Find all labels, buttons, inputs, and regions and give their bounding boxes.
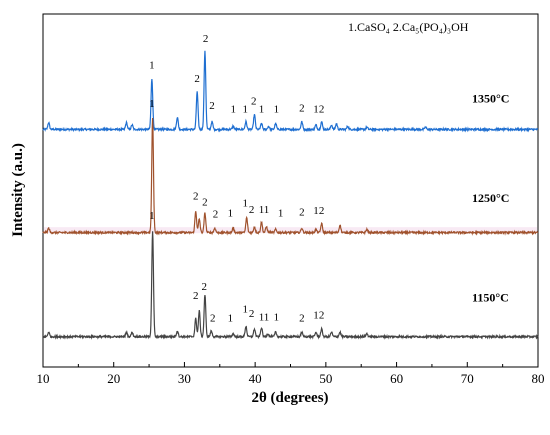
series-band-1250	[44, 227, 537, 234]
peak-label: 2	[299, 206, 305, 218]
peak-label: 2	[213, 209, 219, 221]
peak-label: 1	[259, 204, 265, 216]
peak-label: 2	[193, 290, 199, 302]
peak-label: 1	[313, 104, 319, 116]
peak-label: 2	[193, 191, 199, 203]
series-line-1150	[42, 231, 539, 340]
x-tick-label: 70	[461, 371, 474, 386]
x-axis-label: 2θ (degrees)	[251, 390, 328, 406]
x-tick-label: 20	[107, 371, 120, 386]
peak-label: 2	[319, 205, 325, 217]
peak-label: 2	[319, 104, 325, 116]
peak-label: 2	[194, 73, 200, 85]
peak-label: 1	[259, 311, 265, 323]
peak-label: 1	[259, 104, 265, 116]
peak-label: 2	[202, 196, 208, 208]
peak-label: 1	[228, 207, 234, 219]
peak-label: 1	[149, 98, 155, 110]
peak-label: 1	[149, 59, 155, 71]
peak-label: 2	[201, 281, 207, 293]
peak-label: 2	[299, 102, 305, 114]
x-tick-label: 40	[249, 371, 262, 386]
series-label: 1250°C	[472, 191, 509, 205]
series-line-1250	[42, 117, 539, 236]
peak-label: 1	[274, 311, 280, 323]
peak-label: 1	[228, 313, 234, 325]
peak-label: 2	[210, 313, 216, 325]
peak-label: 2	[209, 100, 215, 112]
peak-label: 2	[251, 96, 257, 108]
x-tick-label: 10	[37, 371, 50, 386]
peak-label: 1	[242, 304, 248, 316]
x-tick-label: 50	[319, 371, 332, 386]
peak-label: 2	[203, 33, 209, 45]
series-line-1350	[42, 50, 539, 133]
peak-label: 2	[249, 308, 255, 320]
x-tick-label: 80	[532, 371, 545, 386]
x-tick-label: 60	[390, 371, 403, 386]
peak-label: 1	[264, 204, 270, 216]
peak-label: 1	[278, 207, 284, 219]
series-label: 1150°C	[472, 290, 509, 304]
peak-label: 1	[274, 104, 280, 116]
peak-label: 2	[319, 310, 325, 322]
y-axis-label: Intensity (a.u.)	[10, 143, 26, 237]
series-label: 1350°C	[472, 91, 509, 105]
peak-label: 1	[230, 104, 236, 116]
plot-frame	[42, 13, 539, 368]
peak-label: 2	[249, 204, 255, 216]
peak-label: 1	[242, 104, 248, 116]
peak-label: 1	[313, 310, 319, 322]
x-tick-label: 30	[178, 371, 191, 386]
peak-label: 1	[242, 197, 248, 209]
peak-label: 1	[149, 210, 155, 222]
x-axis-ticks: 10 20 30 40 50 60 70 80	[37, 362, 545, 386]
series-layer	[42, 50, 539, 340]
legend-text: 1.CaSO₄ 2.Ca₅(PO₄)₃OH	[348, 20, 469, 34]
peak-label: 1	[264, 311, 270, 323]
peak-label: 1	[313, 205, 319, 217]
peak-label: 2	[299, 313, 305, 325]
